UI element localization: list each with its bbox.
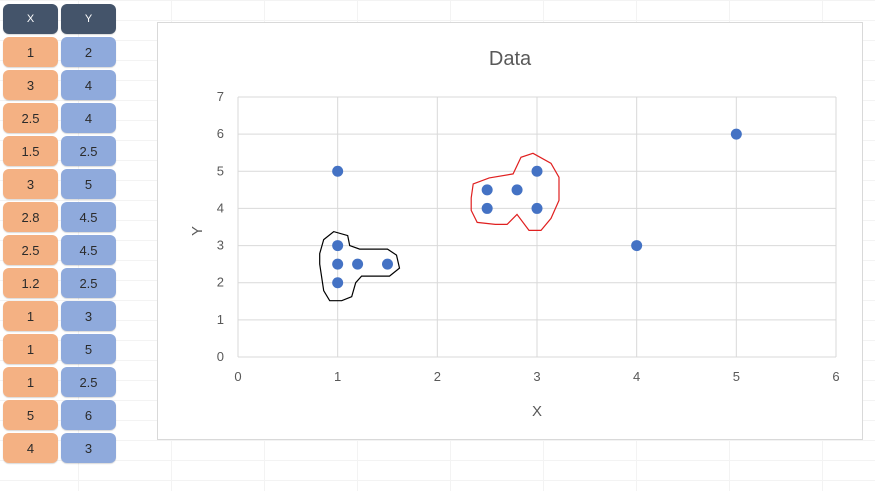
table-row: 1.2 2.5	[3, 268, 118, 298]
data-points	[332, 128, 742, 289]
x-value-cell[interactable]: 1.5	[3, 136, 58, 166]
x-value-cell[interactable]: 2.5	[3, 235, 58, 265]
y-tick-label: 6	[217, 126, 224, 141]
x-value-cell[interactable]: 3	[3, 169, 58, 199]
y-value-cell[interactable]: 4.5	[61, 202, 116, 232]
black-cluster-outline	[319, 230, 401, 302]
x-tick-label: 6	[832, 369, 839, 384]
red-cluster-outline	[470, 152, 560, 231]
chart-title: Data	[489, 48, 532, 70]
cluster-outlines	[319, 152, 560, 302]
header-y[interactable]: Y	[61, 4, 116, 34]
y-tick-label: 5	[217, 163, 224, 178]
x-value-cell[interactable]: 1	[3, 334, 58, 364]
x-value-cell[interactable]: 4	[3, 433, 58, 463]
scatter-point[interactable]	[730, 128, 742, 140]
table-row: 2.8 4.5	[3, 202, 118, 232]
y-value-cell[interactable]: 4	[61, 103, 116, 133]
x-tick-label: 2	[434, 369, 441, 384]
x-value-cell[interactable]: 1	[3, 301, 58, 331]
table-header-row: X Y	[3, 4, 118, 34]
table-row: 1 2.5	[3, 367, 118, 397]
grid-lines	[237, 96, 837, 358]
y-tick-label: 4	[217, 200, 224, 215]
x-value-cell[interactable]: 2.5	[3, 103, 58, 133]
y-value-cell[interactable]: 4	[61, 70, 116, 100]
data-table: X Y 1 2 3 4 2.5 4 1.5 2.5 3 5 2.8 4.5 2.5 4.5 1.2 2.5 1 3…	[3, 4, 118, 466]
scatter-point[interactable]	[481, 184, 493, 196]
scatter-point[interactable]	[352, 258, 364, 270]
x-value-cell[interactable]: 2.8	[3, 202, 58, 232]
y-value-cell[interactable]: 6	[61, 400, 116, 430]
y-value-cell[interactable]: 2.5	[61, 367, 116, 397]
scatter-point[interactable]	[332, 165, 344, 177]
tick-labels: 0 1 2 3 4 5 6 7 0 1 2 3 4 5 6	[217, 89, 840, 384]
table-row: 2.5 4.5	[3, 235, 118, 265]
y-axis-label: Y	[189, 226, 206, 236]
y-value-cell[interactable]: 2.5	[61, 136, 116, 166]
x-axis-label: X	[532, 403, 542, 420]
y-value-cell[interactable]: 2.5	[61, 268, 116, 298]
table-row: 1.5 2.5	[3, 136, 118, 166]
y-tick-label: 7	[217, 89, 224, 104]
y-value-cell[interactable]: 5	[61, 169, 116, 199]
y-tick-label: 1	[217, 312, 224, 327]
scatter-point[interactable]	[531, 202, 543, 214]
y-value-cell[interactable]: 5	[61, 334, 116, 364]
y-value-cell[interactable]: 3	[61, 433, 116, 463]
y-value-cell[interactable]: 3	[61, 301, 116, 331]
x-value-cell[interactable]: 1.2	[3, 268, 58, 298]
scatter-point[interactable]	[382, 258, 393, 270]
y-value-cell[interactable]: 4.5	[61, 235, 116, 265]
x-value-cell[interactable]: 1	[3, 37, 58, 67]
scatter-point[interactable]	[332, 240, 344, 252]
x-tick-label: 0	[234, 369, 241, 384]
table-row: 2.5 4	[3, 103, 118, 133]
header-x[interactable]: X	[3, 4, 58, 34]
x-value-cell[interactable]: 1	[3, 367, 58, 397]
y-tick-label: 0	[217, 349, 224, 364]
scatter-point[interactable]	[511, 184, 523, 196]
x-value-cell[interactable]: 5	[3, 400, 58, 430]
x-tick-label: 4	[633, 369, 640, 384]
scatter-point[interactable]	[481, 202, 493, 214]
scatter-point[interactable]	[332, 277, 344, 289]
scatter-point[interactable]	[332, 258, 344, 270]
x-tick-label: 1	[334, 369, 341, 384]
x-tick-label: 3	[533, 369, 540, 384]
y-value-cell[interactable]: 2	[61, 37, 116, 67]
scatter-point[interactable]	[531, 165, 543, 177]
x-tick-label: 5	[733, 369, 740, 384]
scatter-chart[interactable]: Data 0 1 2 3 4 5 6 7 0 1 2 3 4 5 6 X Y	[157, 22, 863, 440]
y-tick-label: 3	[217, 238, 224, 253]
y-tick-label: 2	[217, 275, 224, 290]
chart-svg: Data 0 1 2 3 4 5 6 7 0 1 2 3 4 5 6 X Y	[189, 48, 840, 420]
x-value-cell[interactable]: 3	[3, 70, 58, 100]
scatter-point[interactable]	[631, 240, 643, 252]
